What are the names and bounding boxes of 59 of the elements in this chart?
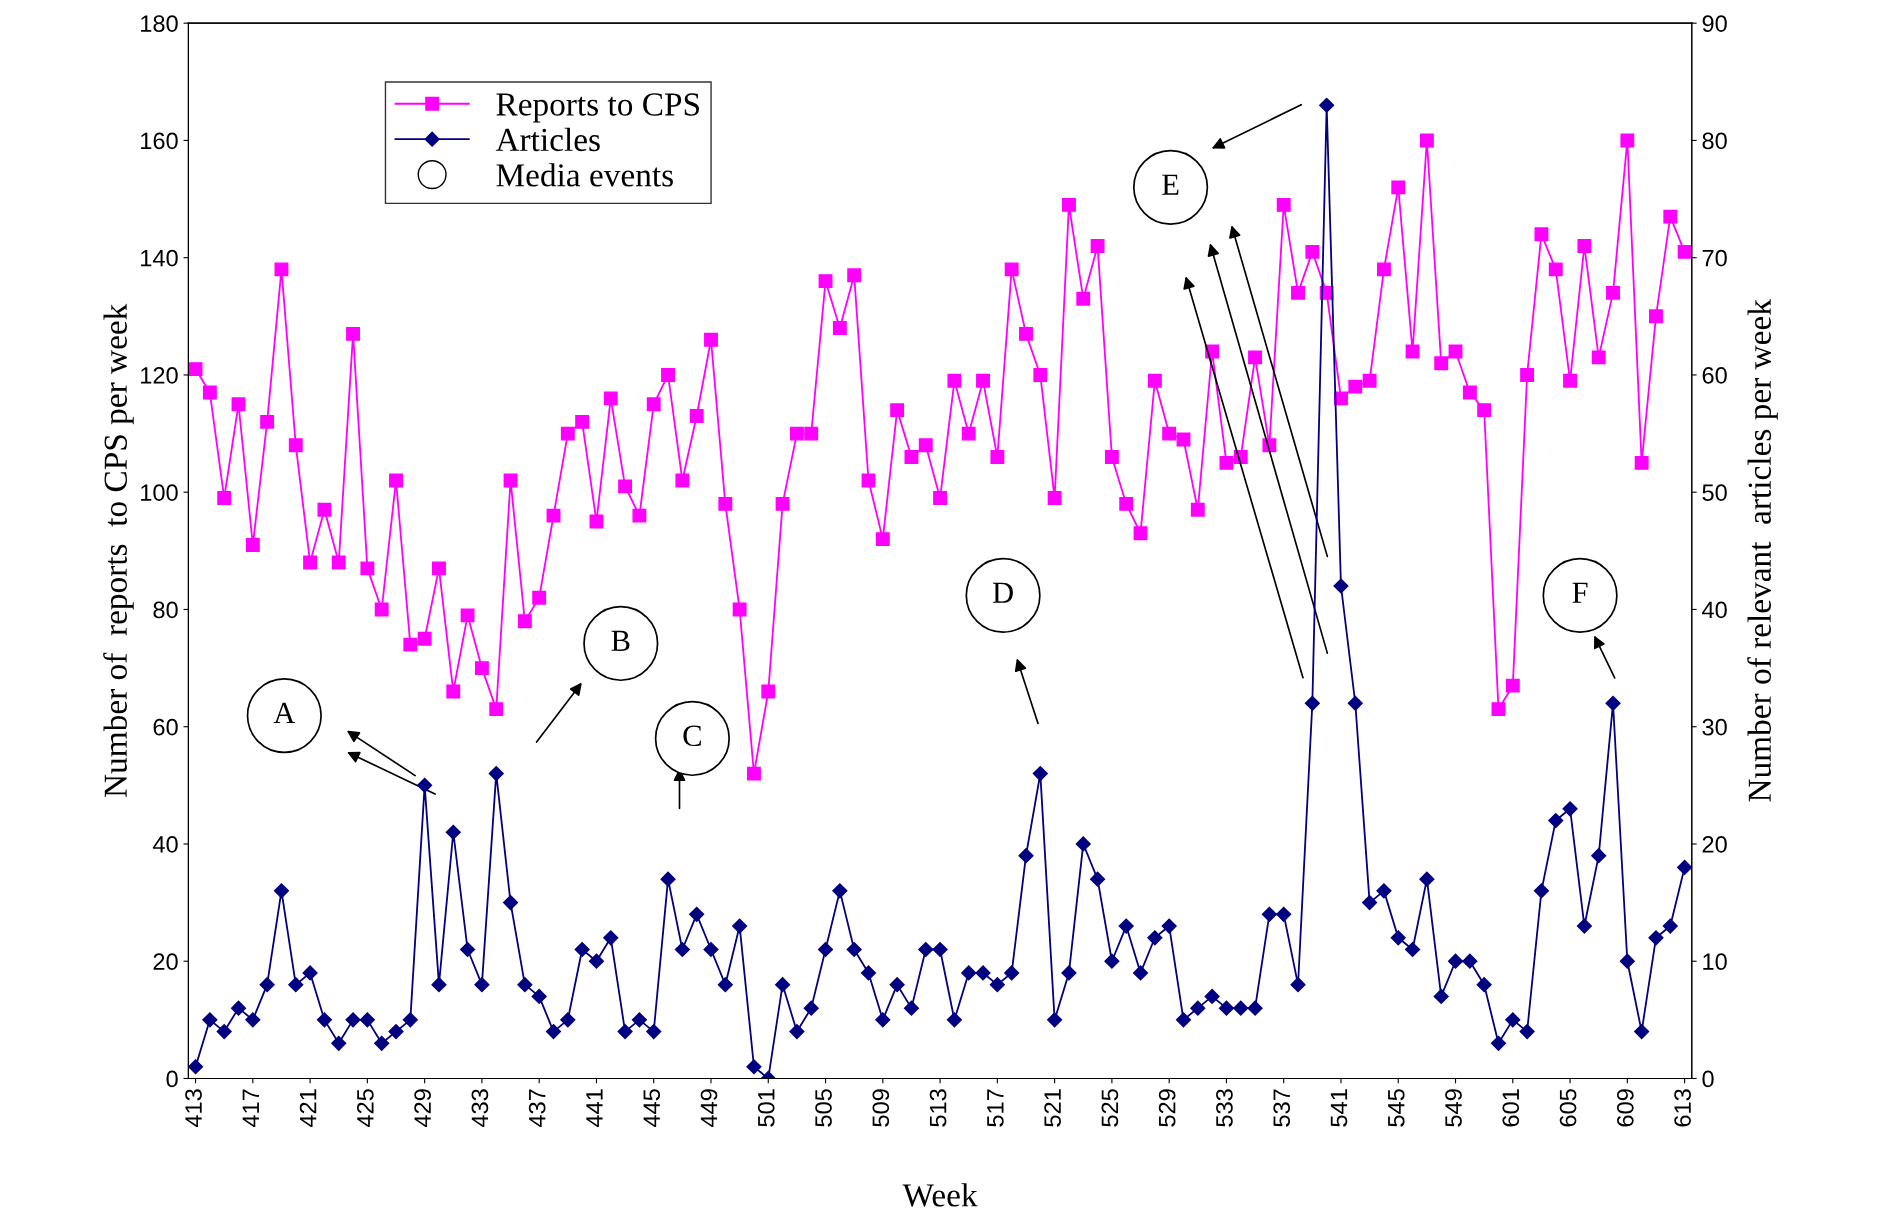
y-axis-title: Number of reports to CPS per week <box>103 303 134 798</box>
x-tick-label: 529 <box>1158 1089 1176 1127</box>
annotation: E <box>1162 174 1179 195</box>
y2-tick-label: 90 <box>1702 15 1727 32</box>
x-axis-title: Week <box>902 1183 978 1207</box>
y2-tick-label: 40 <box>1702 601 1727 619</box>
annotation: F <box>1572 582 1588 603</box>
y2-tick-label: 10 <box>1703 953 1727 971</box>
y2-tick-label: 60 <box>1702 367 1727 384</box>
y-tick-label: 120 <box>141 367 178 384</box>
x-tick-label: 613 <box>1674 1089 1691 1127</box>
x-tick-label: 501 <box>757 1089 775 1127</box>
annotation: A <box>273 702 296 723</box>
x-tick-label: 429 <box>414 1089 431 1128</box>
x-tick-label: 609 <box>1616 1089 1634 1127</box>
x-tick-label: 505 <box>815 1089 832 1127</box>
x-tick-label: 437 <box>528 1089 546 1128</box>
x-tick-label: 537 <box>1273 1089 1291 1127</box>
y2-tick-label: 70 <box>1702 249 1727 267</box>
legend-label: Reports to CPS <box>496 93 699 123</box>
y2-tick-label: 80 <box>1702 132 1727 150</box>
y2-tick-label: 0 <box>1702 1070 1714 1088</box>
annotation: B <box>611 630 630 651</box>
y-tick-label: 100 <box>141 484 178 501</box>
x-tick-label: 549 <box>1445 1089 1462 1127</box>
y2-tick-label: 20 <box>1702 836 1727 853</box>
annotation: D <box>992 582 1013 603</box>
x-tick-label: 517 <box>987 1089 1004 1127</box>
x-tick-label: 545 <box>1388 1089 1405 1127</box>
y-tick-label: 40 <box>152 836 178 853</box>
x-tick-label: 445 <box>643 1089 661 1128</box>
y-tick-label: 160 <box>141 132 178 150</box>
x-tick-label: 605 <box>1559 1089 1577 1127</box>
y2-tick-label: 50 <box>1702 484 1727 501</box>
annotation: C <box>683 725 701 747</box>
y-tick-label: 60 <box>153 718 178 736</box>
x-tick-label: 413 <box>185 1089 202 1128</box>
legend-label: Articles <box>495 127 600 152</box>
x-tick-label: 441 <box>586 1089 603 1128</box>
x-tick-label: 417 <box>242 1089 259 1128</box>
x-tick-label: 449 <box>700 1089 718 1128</box>
y-tick-label: 140 <box>141 249 178 267</box>
x-tick-label: 513 <box>929 1089 947 1127</box>
x-tick-label: 533 <box>1216 1089 1233 1127</box>
y-tick-label: 80 <box>153 601 178 619</box>
y-tick-label: 180 <box>141 15 178 32</box>
x-tick-label: 433 <box>471 1089 489 1128</box>
y2-tick-label: 30 <box>1702 718 1727 736</box>
x-tick-label: 541 <box>1330 1089 1348 1127</box>
x-tick-label: 521 <box>1044 1089 1061 1127</box>
y-tick-label: 0 <box>166 1070 178 1088</box>
x-tick-label: 601 <box>1502 1089 1520 1127</box>
x-tick-label: 421 <box>299 1089 317 1128</box>
x-tick-label: 425 <box>356 1089 374 1128</box>
annotation: Media events <box>496 163 673 187</box>
x-tick-label: 509 <box>872 1089 890 1127</box>
y2-axis-title: Number of relevant articles per week <box>1747 299 1778 802</box>
x-tick-label: 525 <box>1101 1089 1119 1127</box>
y-tick-label: 20 <box>153 953 178 971</box>
